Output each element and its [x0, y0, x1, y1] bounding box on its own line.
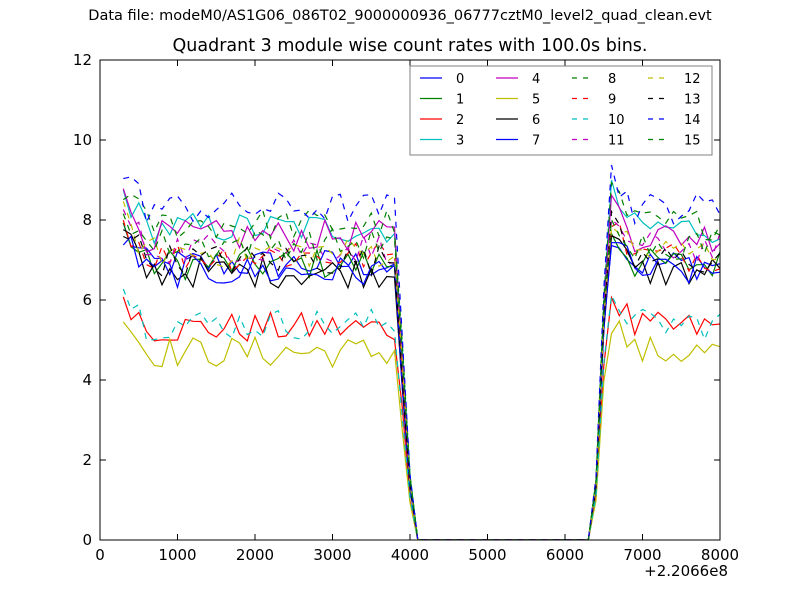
series-line-1	[122, 222, 720, 540]
y-tick-label: 10	[73, 131, 92, 149]
data-file-caption: Data file: modeM0/AS1G06_086T02_90000009…	[88, 8, 712, 24]
legend-label-2: 2	[456, 113, 464, 128]
series-line-4	[122, 188, 720, 540]
x-tick-label: 7000	[623, 546, 661, 564]
series-line-10	[122, 288, 720, 540]
legend-label-13: 13	[684, 93, 701, 108]
legend-label-5: 5	[532, 93, 540, 108]
series-line-15	[122, 213, 720, 540]
x-tick-label: 8000	[701, 546, 739, 564]
y-tick-label: 12	[73, 51, 92, 69]
series-line-7	[122, 235, 720, 540]
legend-label-6: 6	[532, 113, 540, 128]
y-tick-label: 0	[82, 531, 92, 549]
x-tick-label: 4000	[391, 546, 429, 564]
series-lines	[122, 165, 720, 540]
series-line-12	[122, 201, 720, 540]
series-line-5	[122, 319, 720, 540]
x-tick-label: 3000	[313, 546, 351, 564]
legend-label-1: 1	[456, 93, 464, 108]
x-tick-label: 0	[95, 546, 105, 564]
legend-label-14: 14	[684, 113, 701, 128]
x-offset-label: +2.2066e8	[644, 562, 728, 580]
legend-label-0: 0	[456, 72, 464, 87]
series-line-13	[123, 209, 720, 540]
y-tick-label: 8	[82, 211, 92, 229]
axis-ticks: 0 1000 2000 3000 4000 5000 6000 7000 80000246810…	[73, 51, 739, 564]
series-line-6	[122, 229, 720, 540]
legend-label-7: 7	[532, 134, 540, 149]
legend-label-11: 11	[608, 134, 625, 149]
legend-label-10: 10	[608, 113, 625, 128]
legend-label-3: 3	[456, 134, 464, 149]
legend-label-12: 12	[684, 72, 701, 87]
series-line-2	[122, 295, 720, 540]
chart-title: Quadrant 3 module wise count rates with …	[172, 36, 648, 56]
legend-label-8: 8	[608, 72, 616, 87]
series-line-14	[123, 165, 720, 540]
y-tick-label: 4	[82, 371, 92, 389]
x-tick-label: 6000	[546, 546, 584, 564]
x-tick-label: 5000	[468, 546, 506, 564]
legend-box	[409, 65, 713, 156]
series-line-9	[122, 220, 720, 540]
series-line-11	[122, 209, 720, 540]
series-line-0	[122, 222, 720, 540]
x-tick-label: 2000	[236, 546, 274, 564]
legend-label-15: 15	[684, 134, 701, 149]
y-tick-label: 2	[82, 451, 92, 469]
x-tick-label: 1000	[158, 546, 196, 564]
series-line-8	[122, 181, 720, 540]
legend-label-9: 9	[608, 93, 616, 108]
series-line-3	[122, 179, 720, 540]
y-tick-label: 6	[82, 291, 92, 309]
legend-label-4: 4	[532, 72, 540, 87]
